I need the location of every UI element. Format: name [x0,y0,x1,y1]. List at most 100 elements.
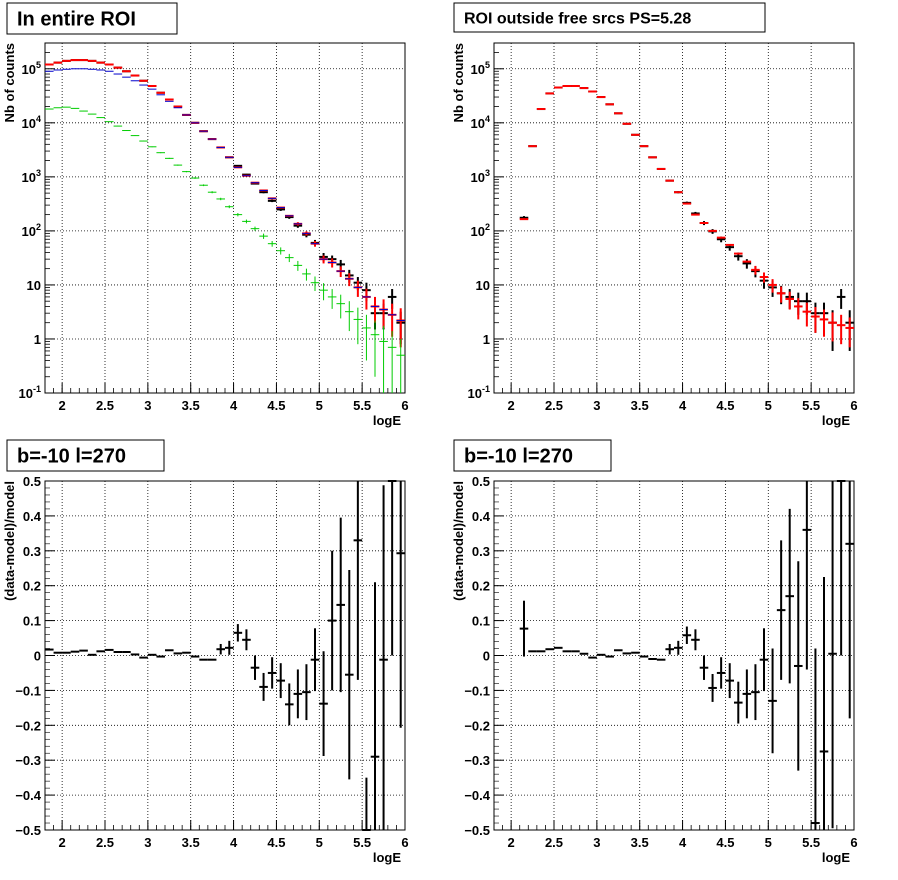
series-total-model [45,59,405,348]
y-tick-label: 104 [471,114,490,131]
y-tick-label: −0.1 [15,683,41,698]
y-tick-label: −0.1 [464,683,490,698]
x-tick-label: 5 [765,835,772,850]
x-tick-label: 3 [593,398,600,413]
y-tick-label: 103 [471,168,490,185]
y-tick-label: 0.5 [472,474,490,489]
y-tick-label: −0.3 [464,753,490,768]
y-tick-label: 10-1 [19,384,41,401]
y-tick-label: −0.2 [15,718,41,733]
y-tick-label: 1 [34,332,41,347]
chart-pad-2: 2 2.5 3 3.5 4 4.5 5 5.5 6 10-1 1 10 102 103 104 105 logE… [451,2,858,428]
y-tick-label: 0.3 [472,544,490,559]
x-axis-label: logE [822,850,850,865]
x-tick-label: 6 [401,835,408,850]
x-axis-label: logE [373,850,401,865]
chart-title-box [453,2,766,33]
chart-title-box [6,439,165,472]
x-tick-label: 5.5 [353,398,371,413]
x-tick-label: 4.5 [267,835,285,850]
y-axis-label: Nb of counts [2,43,17,122]
x-tick-label: 2 [59,398,66,413]
x-tick-label: 6 [850,835,857,850]
x-tick-label: 2.5 [96,398,114,413]
x-axis-label: logE [822,413,850,428]
x-tick-label: 5.5 [802,398,820,413]
x-tick-label: 2.5 [545,398,563,413]
x-tick-label: 3 [144,835,151,850]
x-tick-label: 3.5 [182,835,200,850]
y-tick-label: −0.4 [15,788,41,803]
series-component [45,106,405,393]
y-tick-label: 105 [22,60,41,77]
x-tick-label: 2 [508,398,515,413]
x-tick-label: 3.5 [631,398,649,413]
x-tick-label: 4.5 [716,835,734,850]
x-tick-label: 4 [230,398,238,413]
y-tick-label: 10 [27,278,41,293]
y-tick-label: 0.3 [23,544,41,559]
y-tick-label: −0.4 [464,788,490,803]
y-tick-label: 0.1 [23,614,41,629]
chart-title: In entire ROI [17,9,136,31]
chart-title: b=-10 l=270 [17,446,126,468]
plot-frame [44,42,406,394]
x-tick-label: 6 [850,398,857,413]
y-tick-label: 10 [476,278,490,293]
y-tick-label: 102 [22,222,41,239]
y-tick-label: 102 [471,222,490,239]
y-tick-label: 0 [34,649,41,664]
y-tick-label: 1 [483,332,490,347]
y-tick-label: −0.5 [15,823,41,838]
y-tick-label: 0.1 [472,614,490,629]
y-tick-label: 105 [471,60,490,77]
y-tick-label: 10-1 [468,384,490,401]
chart-title: b=-10 l=270 [464,446,573,468]
y-tick-label: 0.5 [23,474,41,489]
x-tick-label: 5 [316,835,323,850]
chart-pad-3: 2 2.5 3 3.5 4 4.5 5 5.5 6 −0.5 −0.4 −0.3 −0.2 −0.1 0 0.… [2,439,409,865]
x-tick-label: 3.5 [182,398,200,413]
plot-frame [493,42,855,394]
series-data [519,480,854,830]
x-tick-label: 4.5 [267,398,285,413]
x-tick-label: 3.5 [631,835,649,850]
y-tick-label: 0.2 [23,579,41,594]
x-tick-label: 4 [679,398,687,413]
x-tick-label: 4.5 [716,398,734,413]
series-data [45,59,405,345]
y-tick-label: 0.2 [472,579,490,594]
y-tick-label: 103 [22,168,41,185]
x-tick-label: 3 [593,835,600,850]
y-axis-label: Nb of counts [451,43,466,122]
y-tick-label: −0.3 [15,753,41,768]
x-tick-label: 2.5 [96,835,114,850]
series-total-model [519,85,854,348]
x-tick-label: 2 [59,835,66,850]
chart-pad-4: 2 2.5 3 3.5 4 4.5 5 5.5 6 −0.5 −0.4 −0.3 −0.2 −0.1 0 0.… [451,439,858,865]
x-tick-label: 5 [765,398,772,413]
x-tick-label: 3 [144,398,151,413]
y-tick-label: −0.5 [464,823,490,838]
x-tick-label: 4 [679,835,687,850]
chart-pad-1: 2 2.5 3 3.5 4 4.5 5 5.5 6 10-1 1 10 102 103 104 105 logE… [2,2,409,428]
chart-title: ROI outside free srcs PS=5.28 [464,10,691,27]
y-tick-label: 104 [22,114,41,131]
y-axis-label: (data-model)/model [2,481,17,601]
x-tick-label: 2.5 [545,835,563,850]
chart-title-box [453,439,612,472]
series-component [45,68,405,321]
x-tick-label: 2 [508,835,515,850]
x-axis-label: logE [373,413,401,428]
x-tick-label: 5.5 [353,835,371,850]
x-tick-label: 5 [316,398,323,413]
y-tick-label: 0.4 [23,509,42,524]
series-data [45,480,405,831]
y-tick-label: −0.2 [464,718,490,733]
y-tick-label: 0 [483,649,490,664]
y-tick-label: 0.4 [472,509,491,524]
x-tick-label: 5.5 [802,835,820,850]
x-tick-label: 6 [401,398,408,413]
